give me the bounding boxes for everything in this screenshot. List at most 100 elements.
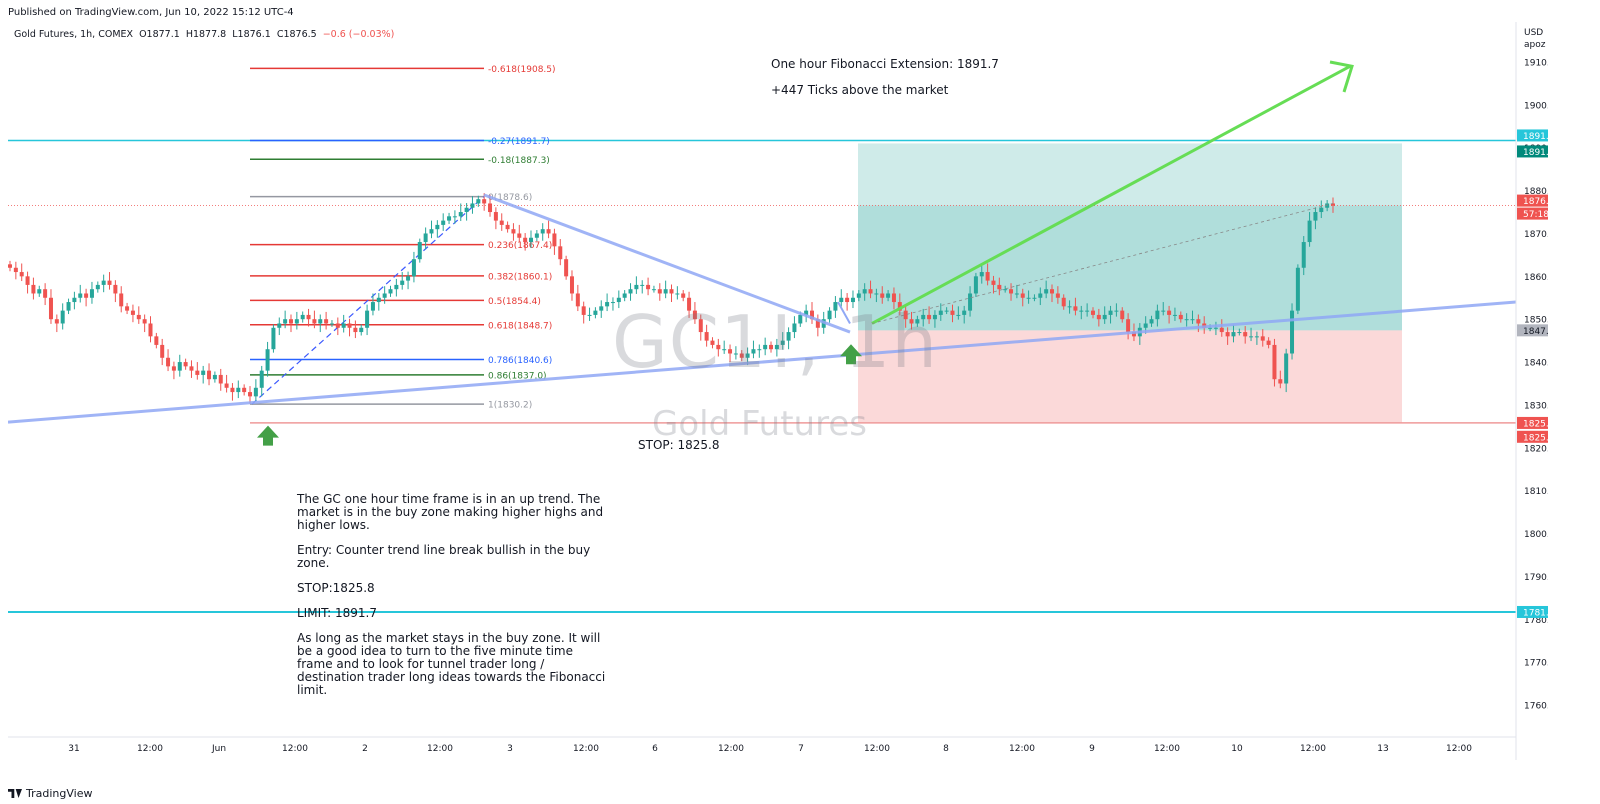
candle-body-48	[288, 319, 293, 324]
time-tick-8: 6	[652, 744, 658, 754]
candle-body-29	[177, 362, 182, 371]
candle-body-215	[1266, 340, 1271, 345]
candle-body-128	[757, 349, 762, 351]
candle-body-163	[962, 310, 967, 315]
price-badge-5	[1517, 416, 1548, 429]
candle-body-200	[1178, 314, 1183, 320]
time-tick-9: 12:00	[718, 744, 744, 754]
candle-body-40	[242, 387, 247, 393]
price-badge-label-5: 1825.8	[1523, 419, 1548, 429]
candle-body-99	[587, 314, 592, 316]
candle-body-199	[1172, 314, 1177, 316]
candle-body-30	[183, 362, 188, 367]
note-entry: Entry: Counter trend line break bullish …	[297, 543, 591, 570]
candle-body-4	[31, 284, 36, 294]
candle-body-67	[400, 280, 405, 285]
candle-body-55	[329, 323, 334, 325]
chart-canvas[interactable]: -0.618(1908.5) -0.27(1891.7) -0.18(1887.3)…	[8, 22, 1548, 782]
price-tick-1850: 1850.0	[1524, 316, 1548, 326]
candle-body-127	[751, 349, 756, 354]
candle-body-218	[1284, 353, 1289, 384]
unit-label: apoz	[1524, 40, 1546, 50]
chart-area[interactable]: -0.618(1908.5) -0.27(1891.7) -0.18(1887.3)…	[8, 22, 1548, 782]
candle-body-96	[569, 276, 574, 294]
time-tick-11: 12:00	[864, 744, 890, 754]
symbol-legend[interactable]: Gold Futures, 1h, COMEX O1877.1 H1877.8 …	[14, 29, 397, 40]
candle-body-202	[1190, 319, 1195, 321]
footer[interactable]: TradingView	[8, 787, 92, 800]
candle-body-60	[359, 327, 364, 333]
candle-body-208	[1225, 332, 1230, 337]
time-tick-18: 13	[1377, 744, 1388, 754]
candle-body-116	[687, 297, 692, 311]
candle-body-58	[347, 323, 352, 328]
candle-body-107	[634, 284, 639, 290]
price-badge-3	[1517, 207, 1548, 220]
stop-note[interactable]: STOP: 1825.8	[638, 438, 720, 452]
candle-body-192	[1131, 332, 1136, 337]
candle-body-206	[1213, 327, 1218, 329]
candle-body-43	[259, 370, 264, 388]
time-tick-4: 2	[362, 744, 368, 754]
price-tick-1810: 1810.0	[1524, 487, 1548, 497]
candle-body-41	[248, 392, 253, 397]
fib-label-4: 0.236(1867.4)	[488, 241, 552, 251]
target-arrow-head	[1329, 60, 1354, 93]
candle-body-13	[84, 293, 89, 298]
watermark-name: Gold Futures	[652, 404, 867, 444]
candle-body-17	[107, 280, 112, 285]
time-tick-15: 12:00	[1154, 744, 1180, 754]
candle-body-174	[1026, 297, 1031, 299]
candle-body-21	[130, 310, 135, 315]
candle-body-133	[786, 332, 791, 341]
candle-body-182	[1073, 306, 1078, 311]
price-badge-label-6: 1825.6	[1523, 433, 1548, 443]
candle-body-23	[142, 319, 147, 324]
ticks-above-note[interactable]: +447 Ticks above the market	[771, 83, 949, 97]
candle-body-115	[681, 293, 686, 298]
price-tick-1820: 1820.0	[1524, 444, 1548, 454]
analysis-notes[interactable]: The GC one hour time frame is in an up t…	[297, 493, 607, 709]
fib-label-8: 0.786(1840.6)	[488, 356, 552, 366]
fib-label-0: -0.618(1908.5)	[488, 65, 556, 75]
price-badge-2	[1517, 194, 1548, 207]
buy-arrow-icon	[257, 425, 279, 446]
candle-body-35	[212, 374, 217, 380]
candle-body-61	[365, 310, 370, 328]
candle-body-150	[886, 293, 891, 298]
candle-body-129	[763, 344, 768, 350]
candle-body-0	[8, 264, 12, 268]
candle-body-178	[1050, 289, 1055, 294]
candle-body-198	[1167, 310, 1172, 315]
candle-body-24	[148, 323, 153, 337]
price-badge-6	[1517, 430, 1548, 443]
candle-body-119	[704, 332, 709, 341]
time-tick-2: Jun	[211, 744, 226, 754]
price-tick-1880: 1880.0	[1524, 187, 1548, 197]
candle-body-181	[1067, 306, 1072, 308]
tradingview-logo-icon	[8, 789, 22, 798]
symbol-name[interactable]: Gold Futures, 1h, COMEX	[14, 29, 134, 40]
candle-body-191	[1126, 319, 1131, 333]
price-axis-currency[interactable]: USD apoz	[1524, 27, 1545, 51]
fib-extension-note[interactable]: One hour Fibonacci Extension: 1891.7	[771, 57, 999, 71]
price-tick-1840: 1840.0	[1524, 359, 1548, 369]
candle-body-10	[66, 302, 71, 311]
price-tick-1800: 1800.0	[1524, 530, 1548, 540]
candle-body-66	[394, 284, 399, 290]
candle-body-49	[294, 319, 299, 324]
candle-body-102	[605, 302, 610, 307]
candle-body-104	[616, 297, 621, 303]
candle-body-186	[1096, 314, 1101, 320]
candle-body-165	[973, 276, 978, 294]
candle-body-158	[932, 314, 937, 320]
fib-label-5: 0.382(1860.1)	[488, 272, 552, 282]
currency-label: USD	[1524, 28, 1544, 38]
time-tick-12: 8	[943, 744, 949, 754]
entry-arrow-icon	[840, 344, 862, 365]
time-tick-16: 10	[1231, 744, 1243, 754]
time-tick-6: 3	[507, 744, 513, 754]
candle-body-117	[692, 310, 697, 320]
time-tick-19: 12:00	[1446, 744, 1472, 754]
candle-body-141	[833, 302, 838, 311]
